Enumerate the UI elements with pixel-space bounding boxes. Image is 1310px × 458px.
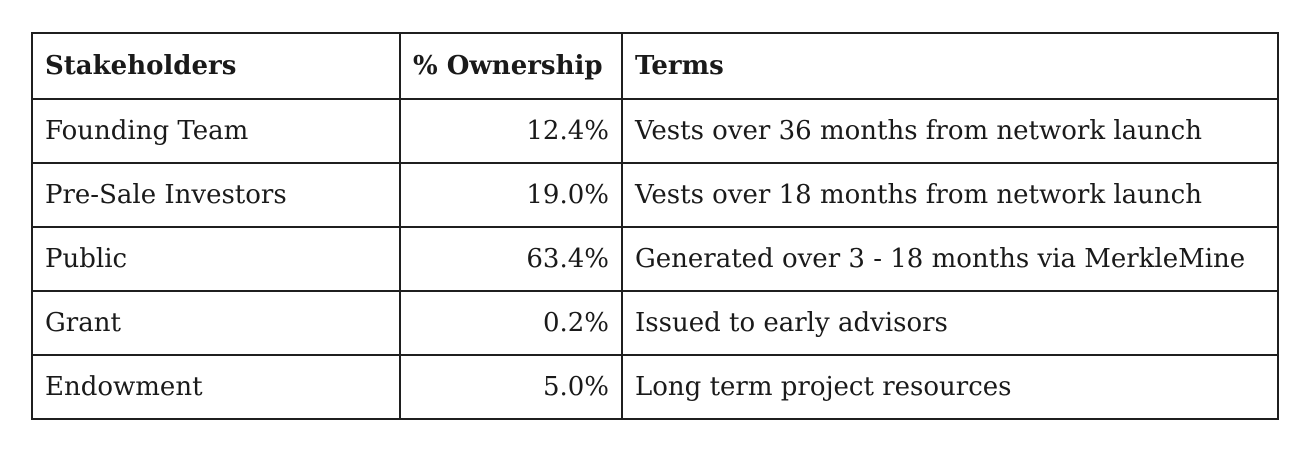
terms-cell: Issued to early advisors [621,290,1279,356]
ownership-cell: 19.0% [399,162,623,228]
stakeholder-cell: Founding Team [31,98,401,164]
header-ownership: % Ownership [399,32,623,100]
table-row: Pre-Sale Investors 19.0% Vests over 18 m… [31,162,1279,228]
terms-cell: Long term project resources [621,354,1279,420]
header-row: Stakeholders % Ownership Terms [31,32,1279,100]
ownership-cell: 0.2% [399,290,623,356]
stakeholder-cell: Grant [31,290,401,356]
stakeholder-cell: Pre-Sale Investors [31,162,401,228]
terms-cell: Vests over 36 months from network launch [621,98,1279,164]
ownership-table-container: Stakeholders % Ownership Terms Founding … [31,32,1279,420]
header-stakeholders: Stakeholders [31,32,401,100]
table-row: Grant 0.2% Issued to early advisors [31,290,1279,356]
table-header: Stakeholders % Ownership Terms [31,32,1279,100]
ownership-cell: 5.0% [399,354,623,420]
header-terms: Terms [621,32,1279,100]
ownership-cell: 12.4% [399,98,623,164]
terms-cell: Vests over 18 months from network launch [621,162,1279,228]
ownership-table: Stakeholders % Ownership Terms Founding … [31,32,1279,420]
table-row: Public 63.4% Generated over 3 - 18 month… [31,226,1279,292]
terms-cell: Generated over 3 - 18 months via MerkleM… [621,226,1279,292]
ownership-cell: 63.4% [399,226,623,292]
stakeholder-cell: Endowment [31,354,401,420]
stakeholder-cell: Public [31,226,401,292]
table-row: Endowment 5.0% Long term project resourc… [31,354,1279,420]
table-body: Founding Team 12.4% Vests over 36 months… [31,98,1279,420]
table-row: Founding Team 12.4% Vests over 36 months… [31,98,1279,164]
